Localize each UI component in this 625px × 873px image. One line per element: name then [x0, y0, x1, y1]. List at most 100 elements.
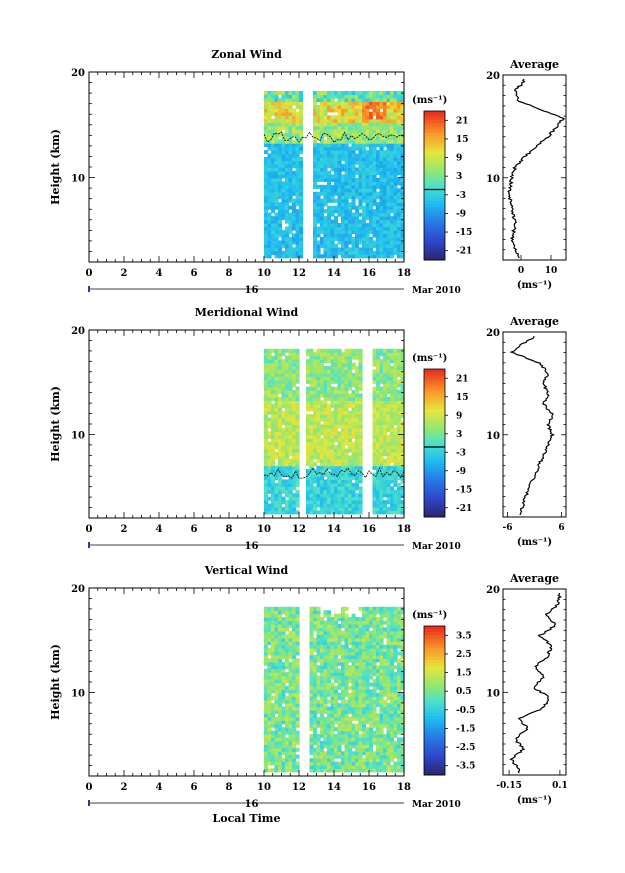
- heatmap-cell: [390, 489, 395, 494]
- heatmap-cell: [348, 250, 353, 255]
- heatmap-cell: [320, 348, 325, 353]
- heatmap-cell: [351, 451, 356, 456]
- heatmap-cell: [393, 379, 398, 384]
- heatmap-cell: [323, 431, 328, 436]
- heatmap-cell: [281, 486, 286, 491]
- heatmap-cell: [264, 247, 269, 252]
- heatmap-cell: [288, 703, 293, 708]
- heatmap-cell: [400, 195, 405, 200]
- heatmap-cell: [397, 91, 402, 96]
- heatmap-cell: [386, 160, 391, 165]
- heatmap-cell: [358, 386, 363, 391]
- heatmap-cell: [264, 510, 269, 515]
- heatmap-cell: [299, 101, 304, 106]
- heatmap-cell: [358, 682, 363, 687]
- heatmap-cell: [313, 668, 318, 673]
- heatmap-cell: [376, 503, 381, 508]
- heatmap-cell: [337, 348, 342, 353]
- heatmap-cell: [400, 146, 405, 151]
- heatmap-cell: [281, 174, 286, 179]
- heatmap-cell: [355, 407, 360, 412]
- profile-x-tick-label: 6: [558, 523, 564, 533]
- heatmap-cell: [285, 761, 290, 766]
- heatmap-cell: [264, 606, 269, 611]
- heatmap-cell: [397, 482, 402, 487]
- heatmap-cell: [386, 170, 391, 175]
- heatmap-cell: [379, 122, 384, 127]
- heatmap-cell: [264, 160, 269, 165]
- heatmap-cell: [358, 362, 363, 367]
- heatmap-cell: [264, 383, 269, 388]
- heatmap-cell: [376, 205, 381, 210]
- heatmap-cell: [358, 727, 363, 732]
- heatmap-cell: [320, 216, 325, 221]
- heatmap-cell: [327, 651, 332, 656]
- heatmap-cell: [285, 240, 290, 245]
- heatmap-cell: [274, 431, 279, 436]
- heatmap-cell: [271, 679, 276, 684]
- heatmap-cell: [285, 451, 290, 456]
- heatmap-cell: [379, 365, 384, 371]
- heatmap-cell: [327, 493, 332, 498]
- heatmap-cell: [288, 198, 293, 203]
- heatmap-cell: [390, 236, 395, 241]
- heatmap-cell: [316, 458, 321, 463]
- heatmap-cell: [337, 469, 342, 474]
- heatmap-cell: [358, 355, 363, 360]
- heatmap-cell: [274, 153, 279, 158]
- heatmap-cell: [358, 493, 363, 498]
- heatmap-cell: [337, 125, 342, 130]
- colorbar-segment: [424, 256, 445, 261]
- heatmap-cell: [313, 118, 318, 123]
- heatmap-cell: [278, 181, 283, 186]
- heatmap-cell: [320, 202, 325, 207]
- heatmap-cell: [351, 675, 356, 680]
- heatmap-cell: [351, 613, 356, 618]
- heatmap-cell: [351, 352, 356, 357]
- heatmap-cell: [316, 153, 321, 158]
- heatmap-cell: [393, 167, 398, 172]
- heatmap-cell: [278, 157, 283, 162]
- heatmap-cell: [355, 740, 360, 745]
- heatmap-cell: [264, 730, 269, 735]
- heatmap-cell: [365, 620, 370, 625]
- heatmap-cell: [285, 654, 290, 659]
- heatmap-cell: [278, 758, 283, 763]
- heatmap-cell: [383, 118, 388, 123]
- x-tick-label: 8: [226, 524, 233, 535]
- heatmap-cell: [323, 122, 328, 127]
- heatmap-cell: [362, 668, 367, 673]
- heatmap-cell: [320, 506, 325, 511]
- heatmap-cell: [295, 233, 300, 238]
- heatmap-cell: [383, 139, 388, 144]
- heatmap-cell: [393, 438, 398, 443]
- heatmap-cell: [334, 243, 339, 248]
- heatmap-cell: [369, 703, 374, 708]
- heatmap-cell: [288, 167, 293, 172]
- heatmap-cell: [344, 734, 349, 739]
- heatmap-cell: [320, 191, 325, 196]
- heatmap-cell: [337, 706, 342, 711]
- heatmap-cell: [281, 606, 286, 611]
- heatmap-cell: [313, 421, 318, 426]
- heatmap-cell: [355, 254, 360, 259]
- heatmap-cell: [372, 250, 377, 255]
- heatmap-cell: [397, 209, 402, 214]
- heatmap-cell: [316, 479, 321, 484]
- heatmap-cell: [313, 462, 318, 467]
- heatmap-cell: [383, 348, 388, 353]
- heatmap-cell: [327, 174, 332, 179]
- heatmap-cell: [295, 372, 300, 377]
- heatmap-cell: [323, 396, 328, 401]
- heatmap-cell: [337, 661, 342, 666]
- heatmap-cell: [383, 122, 388, 127]
- heatmap-cell: [295, 672, 300, 677]
- heatmap-cell: [313, 160, 318, 165]
- heatmap-cell: [316, 679, 321, 684]
- heatmap-cell: [295, 620, 300, 625]
- heatmap-cell: [295, 396, 300, 401]
- heatmap-cell: [285, 191, 290, 196]
- heatmap-cell: [285, 421, 290, 426]
- heatmap-cell: [348, 434, 353, 439]
- colorbar-segment: [424, 228, 445, 233]
